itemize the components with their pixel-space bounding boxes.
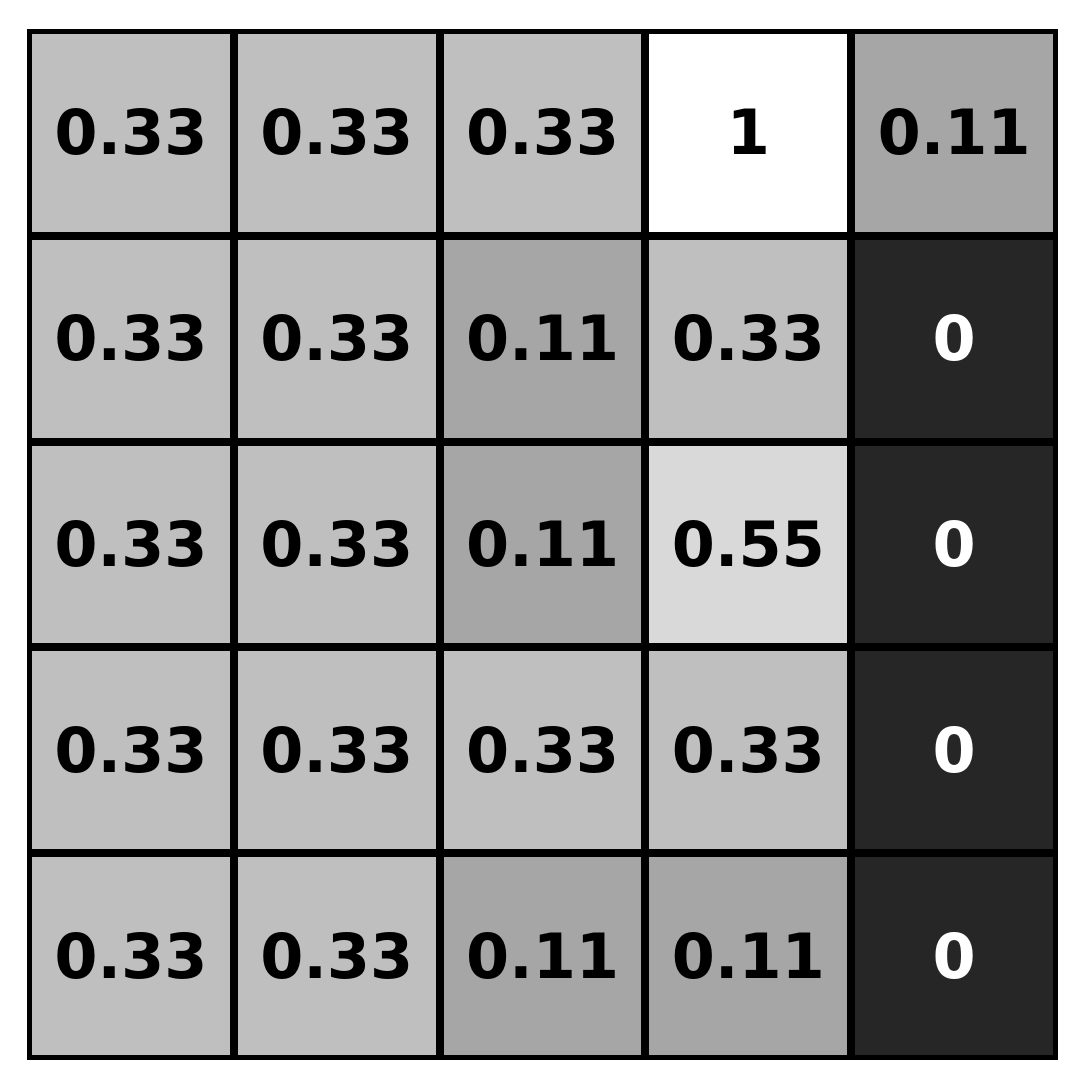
grid-cell: 0.33 [237, 239, 436, 438]
grid-cell: 0.33 [32, 651, 230, 850]
grid-cell: 0.33 [32, 857, 230, 1055]
grid-cell: 0 [855, 857, 1053, 1055]
grid-cell: 0 [855, 651, 1053, 850]
grid-cell: 0.33 [649, 239, 848, 438]
grid-cell: 0.11 [443, 239, 642, 438]
grid-cell: 0.11 [855, 34, 1053, 232]
grid-cell: 0.33 [237, 651, 436, 850]
grid-cell: 0.33 [649, 651, 848, 850]
value-grid: 0.33 0.33 0.33 1 0.11 0.33 0.33 0.11 0.3… [27, 29, 1058, 1060]
grid-cell: 1 [649, 34, 848, 232]
grid-cell: 0.33 [237, 445, 436, 644]
grid-cell: 0 [855, 239, 1053, 438]
grid-cell: 0.33 [443, 34, 642, 232]
grid-cell: 0.55 [649, 445, 848, 644]
grid-cell: 0.33 [443, 651, 642, 850]
grid-cell: 0 [855, 445, 1053, 644]
grid-cell: 0.33 [32, 445, 230, 644]
grid-cell: 0.33 [32, 34, 230, 232]
grid-cell: 0.33 [237, 34, 436, 232]
grid-cell: 0.11 [443, 445, 642, 644]
grid-cell: 0.11 [443, 857, 642, 1055]
grid-cell: 0.33 [32, 239, 230, 438]
grid-cell: 0.33 [237, 857, 436, 1055]
grid-cell: 0.11 [649, 857, 848, 1055]
